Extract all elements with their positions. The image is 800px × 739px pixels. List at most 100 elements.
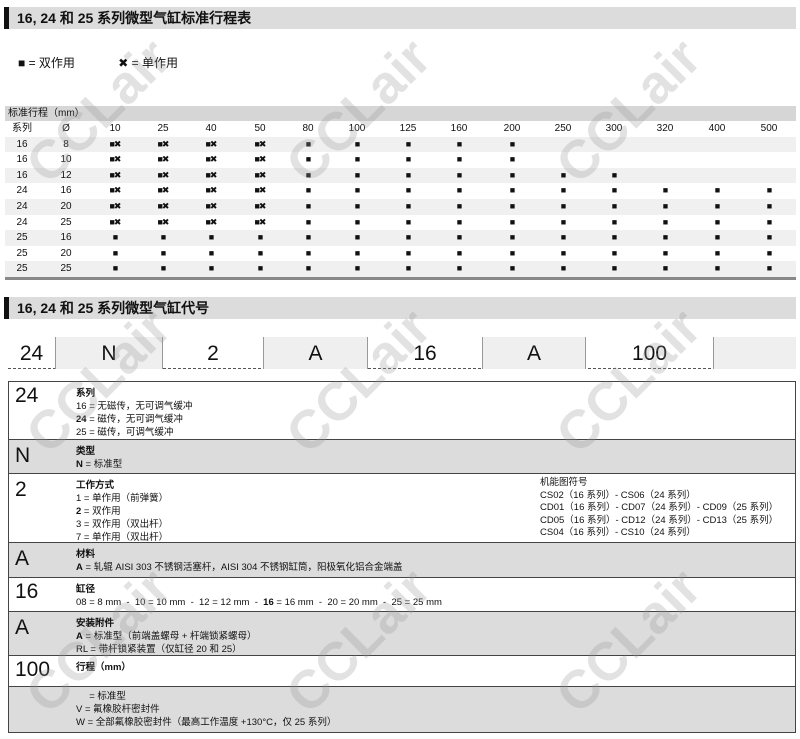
double-single-mark: ■✖ [205, 169, 218, 180]
double-single-mark: ■✖ [205, 154, 218, 165]
symbol-line: CD05（16 系列）- CD12（24 系列）- CD13（25 系列） [540, 514, 779, 526]
double-mark: ■ [405, 232, 411, 243]
double-mark: ■ [714, 247, 720, 258]
table-row: 25 25 ■ ■ ■ ■ ■ ■ ■ ■ ■ ■ ■ ■ ■ ■ [5, 261, 796, 277]
series-cell: 24 [16, 185, 28, 197]
table-row: 24 20 ■✖ ■✖ ■✖ ■✖ ■ ■ ■ ■ ■ ■ ■ ■ ■ ■ [5, 198, 796, 215]
double-mark: ■ [766, 200, 772, 211]
bore-cell: 25 [60, 263, 72, 275]
detail-text: = 标准型 V = 氟橡胶杆密封件 W = 全部氟橡胶密封件（最高工作温度 +130… [76, 690, 336, 729]
series-cell: 16 [16, 154, 28, 166]
code-detail-2: N 类型 N = 标准型 [8, 440, 796, 474]
code-letter: 2 [15, 478, 27, 501]
detail-text: 系列 16 = 无磁传，无可调气缓冲 24 = 磁传，无可调气缓冲 25 = 磁传，可… [76, 387, 192, 439]
double-single-mark: ■✖ [109, 154, 122, 165]
detail-line: A = 标准型（前端盖螺母 + 杆端锁紧螺母） [76, 631, 257, 642]
double-mark: ■ [662, 247, 668, 258]
column-header: 25 [157, 123, 169, 134]
double-single-mark: ■✖ [254, 154, 267, 165]
double-single-mark: ■✖ [205, 200, 218, 211]
double-single-mark: ■✖ [254, 169, 267, 180]
double-mark: ■ [714, 185, 720, 196]
detail-title: 缸径 [76, 584, 96, 595]
code-segment: N [55, 337, 162, 369]
code-letter: N [15, 444, 31, 467]
code-letter: 24 [15, 384, 39, 407]
legend-single-acting: ✖ = 单作用 [118, 56, 179, 70]
series-cell: 25 [16, 232, 28, 244]
double-single-mark: ■✖ [205, 185, 218, 196]
double-single-mark: ■✖ [109, 138, 122, 149]
detail-text: 类型 N = 标准型 [76, 445, 122, 471]
double-mark: ■ [257, 232, 263, 243]
function-symbols: 机能图符号 CS02（16 系列）- CS06（24 系列） CD01（16 系列）… [540, 477, 778, 540]
double-mark: ■ [405, 169, 411, 180]
detail-line: 24 = 磁传，无可调气缓冲 [76, 414, 183, 425]
double-mark: ■ [611, 185, 617, 196]
table-row: 16 10 ■✖ ■✖ ■✖ ■✖ ■ ■ ■ ■ ■ [5, 152, 796, 168]
double-single-mark: ■✖ [205, 216, 218, 227]
code-segment: 24 [19, 342, 44, 365]
double-mark: ■ [456, 263, 462, 274]
double-single-mark: ■✖ [109, 185, 122, 196]
detail-line: 3 = 双作用（双出杆） [76, 519, 169, 530]
bore-cell: 8 [63, 138, 69, 150]
double-mark: ■ [354, 138, 360, 149]
double-mark: ■ [509, 232, 515, 243]
double-mark: ■ [305, 216, 311, 227]
column-header: 100 [348, 123, 366, 134]
detail-line: 25 = 磁传，可调气缓冲 [76, 427, 174, 438]
double-single-mark: ■✖ [254, 138, 267, 149]
double-single-mark: ■✖ [109, 216, 122, 227]
double-mark: ■ [509, 247, 515, 258]
double-single-mark: ■✖ [157, 200, 170, 211]
series-cell: 24 [16, 216, 28, 228]
detail-title: 工作方式 [76, 480, 115, 491]
double-single-mark: ■✖ [254, 185, 267, 196]
detail-line: N = 标准型 [76, 459, 123, 470]
code-detail-5: 16 缸径 08 = 8 mm - 10 = 10 mm - 12 = 12 mm … [8, 578, 796, 612]
double-mark: ■ [305, 169, 311, 180]
double-single-mark: ■✖ [157, 216, 170, 227]
detail-text: 缸径 08 = 8 mm - 10 = 10 mm - 12 = 12 mm - … [76, 583, 442, 609]
code-detail-3: 2 工作方式 1 = 单作用（前弹簧） 2 = 双作用 3 = 双作用（双出杆） 7 = … [8, 474, 796, 543]
double-mark: ■ [560, 185, 566, 196]
double-mark: ■ [354, 169, 360, 180]
series-cell: 16 [16, 169, 28, 181]
double-mark: ■ [509, 263, 515, 274]
legend-double-acting: ■ = 双作用 [18, 56, 75, 70]
double-mark: ■ [160, 232, 166, 243]
detail-text: 安装附件 A = 标准型（前端盖螺母 + 杆端锁紧螺母） RL = 带杆锁紧装置（仅… [76, 617, 257, 656]
double-mark: ■ [611, 200, 617, 211]
double-mark: ■ [456, 232, 462, 243]
detail-title: 类型 [76, 446, 96, 457]
double-mark: ■ [611, 232, 617, 243]
table-row: 25 20 ■ ■ ■ ■ ■ ■ ■ ■ ■ ■ ■ ■ ■ ■ [5, 246, 796, 262]
code-letter: A [15, 616, 30, 639]
series-cell: 24 [16, 200, 28, 212]
double-mark: ■ [456, 169, 462, 180]
column-header: 400 [708, 123, 726, 134]
double-mark: ■ [305, 232, 311, 243]
double-mark: ■ [560, 232, 566, 243]
code-segment [713, 337, 796, 369]
bore-cell: 16 [60, 185, 72, 197]
code-detail-6: A 安装附件 A = 标准型（前端盖螺母 + 杆端锁紧螺母） RL = 带杆锁紧装置（… [8, 612, 796, 656]
double-mark: ■ [509, 154, 515, 165]
double-mark: ■ [456, 185, 462, 196]
double-mark: ■ [766, 247, 772, 258]
series-cell: 16 [16, 138, 28, 150]
stroke-table: 标准行程（mm） 系列 Ø 10 25 40 50 80 100 125 160 200 250 300… [5, 106, 796, 280]
double-single-mark: ■✖ [205, 138, 218, 149]
double-mark: ■ [456, 154, 462, 165]
double-mark: ■ [354, 216, 360, 227]
double-mark: ■ [662, 200, 668, 211]
detail-line: 7 = 单作用（双出杆） [76, 532, 169, 543]
double-mark: ■ [305, 138, 311, 149]
column-header: 40 [205, 123, 217, 134]
symbol-line: CS02（16 系列）- CS06（24 系列） [540, 489, 696, 501]
section-title-code: 16, 24 和 25 系列微型气缸代号 [4, 297, 796, 319]
double-mark: ■ [405, 185, 411, 196]
double-mark: ■ [456, 216, 462, 227]
double-mark: ■ [509, 185, 515, 196]
